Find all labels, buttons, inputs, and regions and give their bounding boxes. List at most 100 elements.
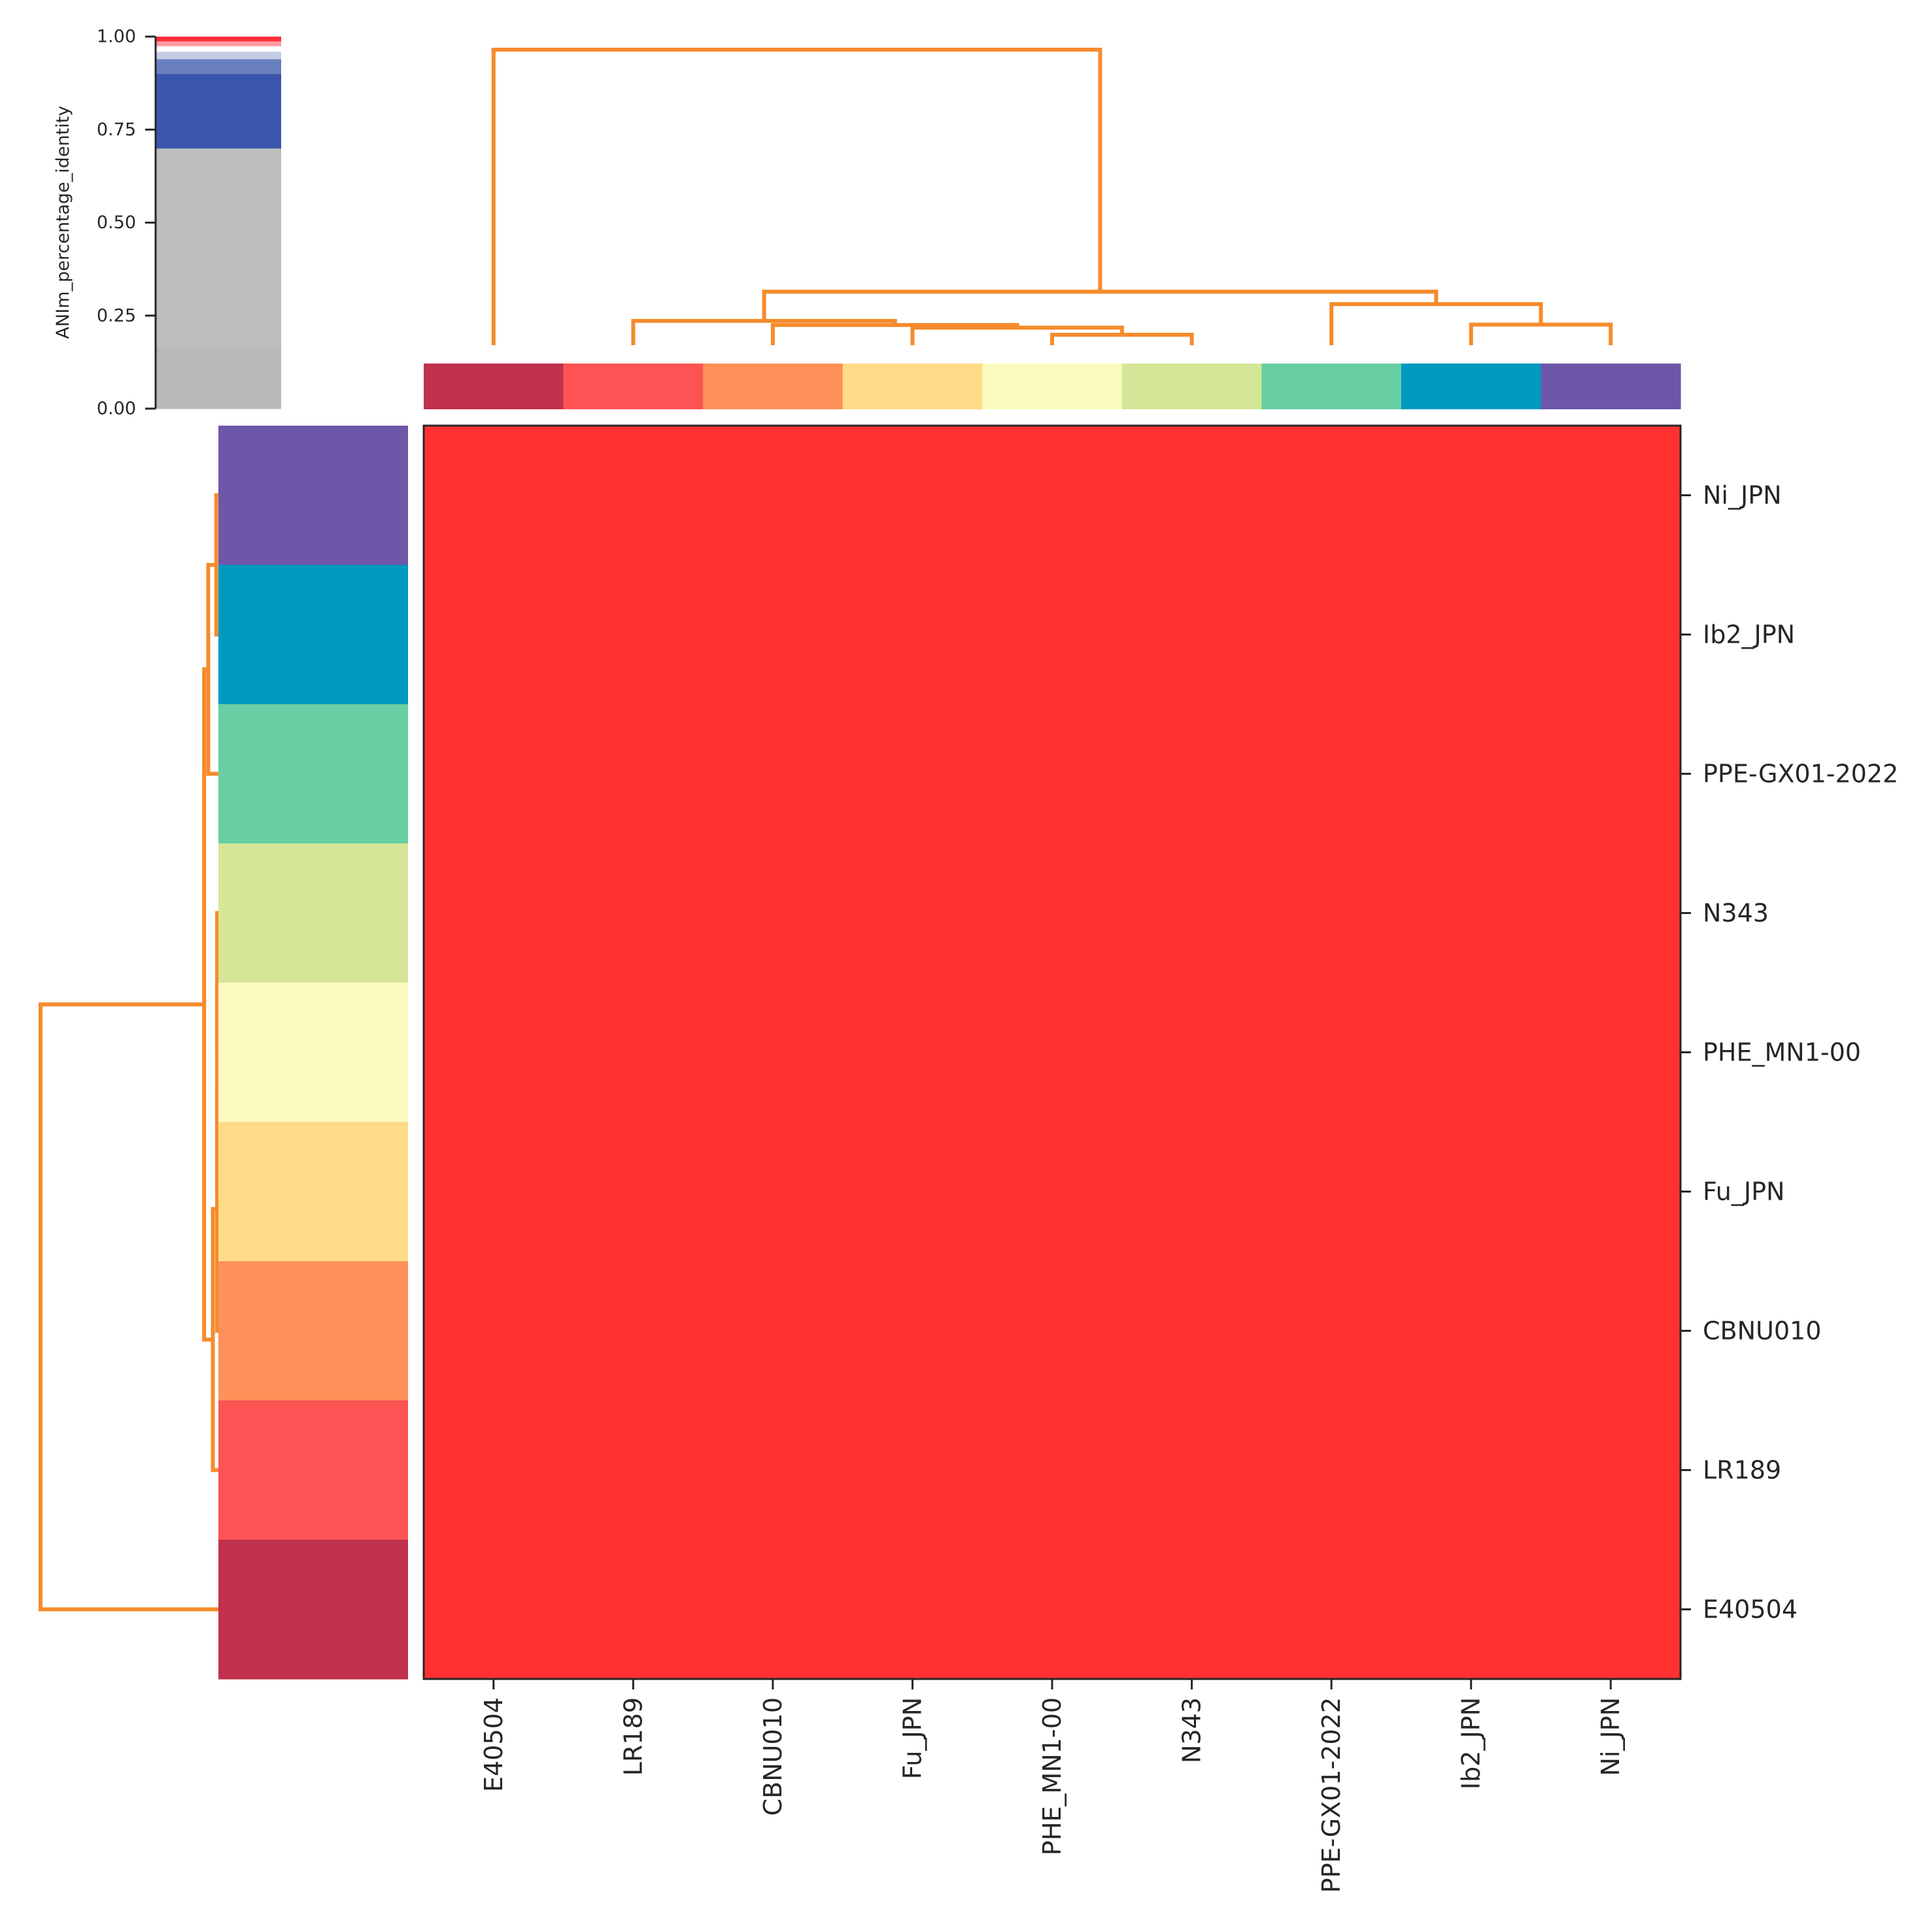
x-tick-label: CBNU010 [759,1697,787,1816]
y-tick-label: N343 [1703,899,1769,928]
heatmap-cell [563,704,704,844]
x-tick-label: PPE-GX01-2022 [1317,1697,1346,1893]
heatmap-cell [1401,426,1542,566]
heatmap-cell [1541,565,1681,705]
heatmap-cell [703,843,844,983]
heatmap-cell [424,843,564,983]
heatmap-cell [842,983,983,1123]
y-tick-label: CBNU010 [1703,1317,1821,1346]
y-tick-label: E40504 [1703,1595,1798,1624]
column-group-color [1121,364,1262,409]
column-group-color [424,364,564,409]
heatmap-cell [1121,1400,1262,1540]
heatmap-cell [842,1540,983,1680]
heatmap-cell [424,1261,564,1401]
heatmap-cell [424,426,564,566]
heatmap-cell [703,704,844,844]
heatmap-cell [1261,843,1402,983]
heatmap-cell [424,983,564,1123]
heatmap-cell [1401,1540,1542,1680]
x-tick-label: E40504 [479,1697,508,1792]
heatmap-cell [1261,704,1402,844]
colorbar-tick-label: 0.50 [97,212,136,233]
heatmap-cell [563,843,704,983]
heatmap-cell [1261,565,1402,705]
heatmap-cell [1541,1261,1681,1401]
heatmap-cell [1121,704,1262,844]
heatmap-cell [563,426,704,566]
y-tick-label: Fu_JPN [1703,1178,1784,1206]
heatmap-cell [982,704,1123,844]
colorbar-label: ANIm_percentage_identity [53,106,73,339]
colorbar-segment [156,73,281,149]
heatmap-cell [703,426,844,566]
row-group-color [218,983,408,1123]
heatmap-cell [703,1261,844,1401]
y-tick-label: PPE-GX01-2022 [1703,760,1898,788]
y-tick-label: LR189 [1703,1456,1781,1485]
heatmap-cell [1261,1261,1402,1401]
dendrogram-link [491,48,1102,345]
column-group-color [1261,364,1402,409]
colorbar-tick-label: 0.00 [97,399,136,419]
row-group-color [218,704,408,844]
heatmap-cell [1541,843,1681,983]
heatmap-cell [424,565,564,705]
colorbar-tick-label: 0.25 [97,305,136,326]
heatmap-cell [563,983,704,1123]
y-tick-label: Ib2_JPN [1703,620,1795,649]
row-group-color [218,1261,408,1401]
heatmap-cell [1401,983,1542,1123]
colorbar-ticks: 0.00 0.25 0.50 0.75 1.00 [97,27,156,419]
heatmap-cell [563,1122,704,1262]
heatmap-cell [1121,565,1262,705]
dendrogram-link [215,1087,220,1333]
heatmap-cell [842,1261,983,1401]
column-group-color [703,364,844,409]
x-tick-label: PHE_MN1-00 [1038,1697,1067,1856]
colorbar-segment [156,46,281,52]
heatmap-cell [982,426,1123,566]
colorbar: 0.00 0.25 0.50 0.75 1.00 ANIm_percentage_ide… [53,27,281,419]
heatmap-cell [1261,1540,1402,1680]
heatmap-cell [1121,843,1262,983]
heatmap-cell [1541,1122,1681,1262]
heatmap-cell [703,565,844,705]
heatmap-cell [982,843,1123,983]
heatmap-cell [424,1122,564,1262]
x-tick-label: LR189 [619,1697,647,1776]
heatmap-cell [842,565,983,705]
heatmap-cell [424,704,564,844]
colorbar-segment [156,51,281,59]
heatmap-cell [1121,1540,1262,1680]
heatmap-cell [842,426,983,566]
heatmap-cell [1401,1400,1542,1540]
heatmap-cell [703,983,844,1123]
heatmap-cell [703,1400,844,1540]
column-dendrogram [491,48,1613,345]
heatmap-cell [842,1400,983,1540]
x-tick-label: Ni_JPN [1596,1697,1625,1776]
heatmap-cell [1261,1400,1402,1540]
row-group-color [218,1122,408,1262]
dendrogram-link [214,493,218,637]
row-dendrogram [39,493,220,1612]
colorbar-segment [156,59,281,75]
column-group-color [1541,364,1681,409]
column-group-color [982,364,1123,409]
row-group-color [218,565,408,705]
heatmap-cell [1541,1400,1681,1540]
row-group-color [218,426,408,566]
x-tick-label: N343 [1178,1697,1206,1763]
dendrogram-link [39,1002,218,1612]
column-group-colors [424,364,1681,409]
heatmap-cell [563,1540,704,1680]
heatmap-cell [1261,1122,1402,1262]
row-group-color [218,1540,408,1680]
x-tick-label: Ib2_JPN [1457,1697,1486,1789]
heatmap-cell [563,1261,704,1401]
heatmap-cell [1401,843,1542,983]
colorbar-segment [156,346,281,409]
heatmap-cell [982,1400,1123,1540]
x-tick-label: Fu_JPN [898,1697,927,1779]
